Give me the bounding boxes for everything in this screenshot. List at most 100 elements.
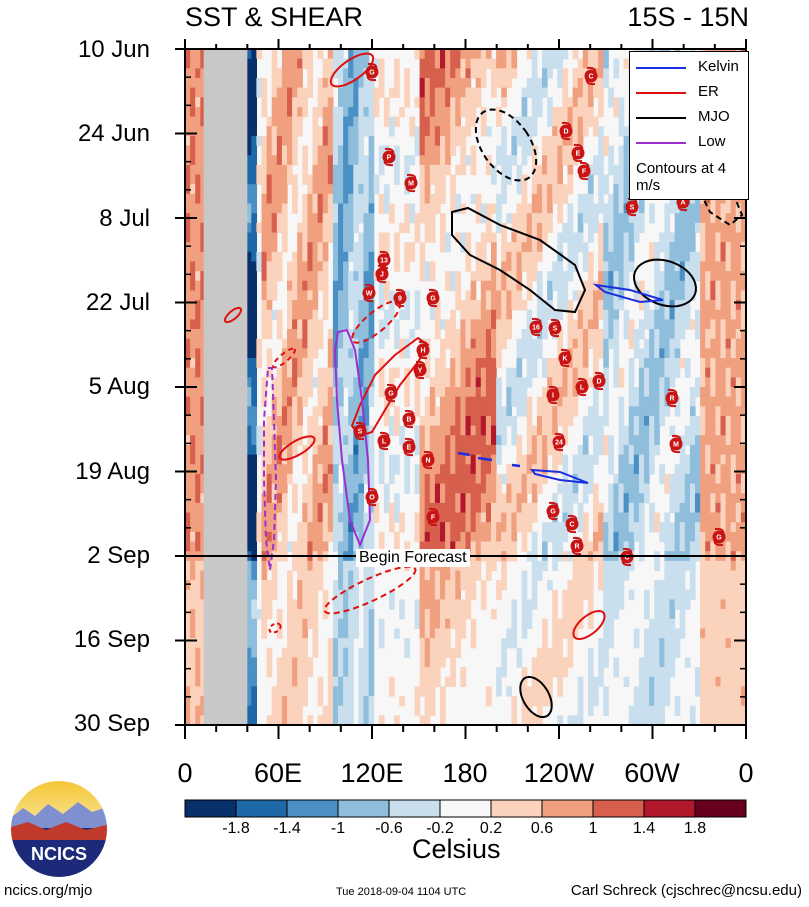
sst-cell [465, 425, 472, 436]
sst-cell [353, 271, 359, 282]
sst-cell [710, 464, 716, 475]
sst-cell [292, 97, 298, 108]
sst-cell [542, 184, 548, 195]
sst-cell [725, 338, 732, 349]
sst-cell [348, 522, 354, 533]
sst-cell [368, 329, 375, 340]
sst-cell [542, 222, 548, 234]
sst-cell [638, 329, 645, 340]
sst-cell [618, 184, 625, 195]
sst-cell [404, 97, 410, 108]
sst-cell [542, 618, 548, 630]
sst-cell [577, 68, 584, 79]
sst-cell [338, 599, 344, 610]
sst-cell [424, 473, 431, 485]
sst-cell [480, 502, 487, 514]
sst-cell [638, 464, 645, 475]
sst-cell [195, 329, 201, 340]
sst-cell [664, 541, 671, 552]
sst-cell [638, 435, 645, 446]
sst-cell [516, 483, 523, 494]
sst-cell [740, 232, 746, 243]
sst-cell [246, 609, 252, 620]
sst-cell [465, 377, 472, 388]
sst-cell [480, 473, 487, 485]
sst-cell [287, 580, 293, 591]
sst-cell [608, 580, 614, 591]
sst-cell [200, 396, 206, 407]
sst-cell [557, 387, 563, 398]
sst-cell [378, 444, 385, 456]
sst-cell [327, 87, 334, 98]
sst-cell [587, 377, 594, 388]
sst-cell [720, 570, 727, 581]
sst-cell [725, 319, 732, 330]
sst-cell [327, 338, 334, 349]
sst-cell [307, 493, 314, 504]
sst-cell [200, 193, 206, 205]
sst-cell [598, 164, 604, 176]
sst-cell [720, 396, 727, 407]
sst-cell [531, 444, 538, 456]
sst-cell [521, 242, 528, 253]
sst-cell [200, 425, 206, 436]
sst-cell [511, 49, 518, 60]
sst-cell [689, 280, 696, 292]
sst-cell [465, 589, 472, 601]
sst-cell [353, 280, 359, 292]
sst-cell [710, 406, 716, 417]
sst-cell [190, 87, 196, 98]
sst-cell [266, 367, 273, 378]
sst-cell [292, 415, 298, 427]
sst-cell [302, 290, 308, 301]
sst-cell [501, 570, 507, 581]
sst-cell [332, 271, 339, 282]
sst-cell [531, 251, 538, 263]
sst-cell [735, 367, 742, 378]
sst-cell [445, 68, 451, 79]
sst-cell [460, 522, 467, 533]
sst-cell [302, 319, 308, 330]
sst-cell [266, 329, 273, 340]
sst-cell [353, 87, 359, 98]
sst-cell [465, 454, 472, 465]
sst-cell [740, 367, 746, 378]
sst-cell [302, 367, 308, 378]
sst-cell [261, 599, 268, 610]
sst-cell [338, 348, 344, 359]
sst-cell [695, 512, 701, 523]
sst-cell [715, 222, 722, 234]
sst-cell [348, 251, 354, 263]
sst-cell [715, 560, 722, 572]
sst-cell [414, 444, 421, 456]
sst-cell [618, 155, 625, 166]
sst-cell [190, 367, 196, 378]
sst-cell [363, 116, 370, 127]
sst-cell [292, 261, 298, 272]
sst-cell [261, 242, 268, 253]
sst-cell [353, 522, 359, 533]
sst-cell [271, 77, 278, 89]
sst-cell [516, 232, 523, 243]
sst-cell [664, 232, 671, 243]
sst-cell [674, 522, 681, 533]
sst-cell [322, 58, 329, 69]
sst-cell [185, 251, 191, 263]
sst-cell [526, 415, 533, 427]
sst-cell [470, 512, 477, 523]
sst-cell [332, 483, 339, 494]
sst-cell [475, 87, 482, 98]
sst-cell [735, 580, 742, 591]
sst-cell [475, 300, 482, 311]
sst-cell [343, 184, 349, 195]
sst-cell [679, 580, 686, 591]
sst-cell [378, 77, 385, 89]
sst-cell [292, 387, 298, 398]
sst-cell [557, 406, 563, 417]
sst-cell [582, 193, 589, 205]
sst-cell [506, 300, 512, 311]
sst-cell [531, 222, 538, 234]
sst-cell [200, 541, 206, 552]
sst-cell [455, 589, 461, 601]
sst-cell [623, 493, 630, 504]
